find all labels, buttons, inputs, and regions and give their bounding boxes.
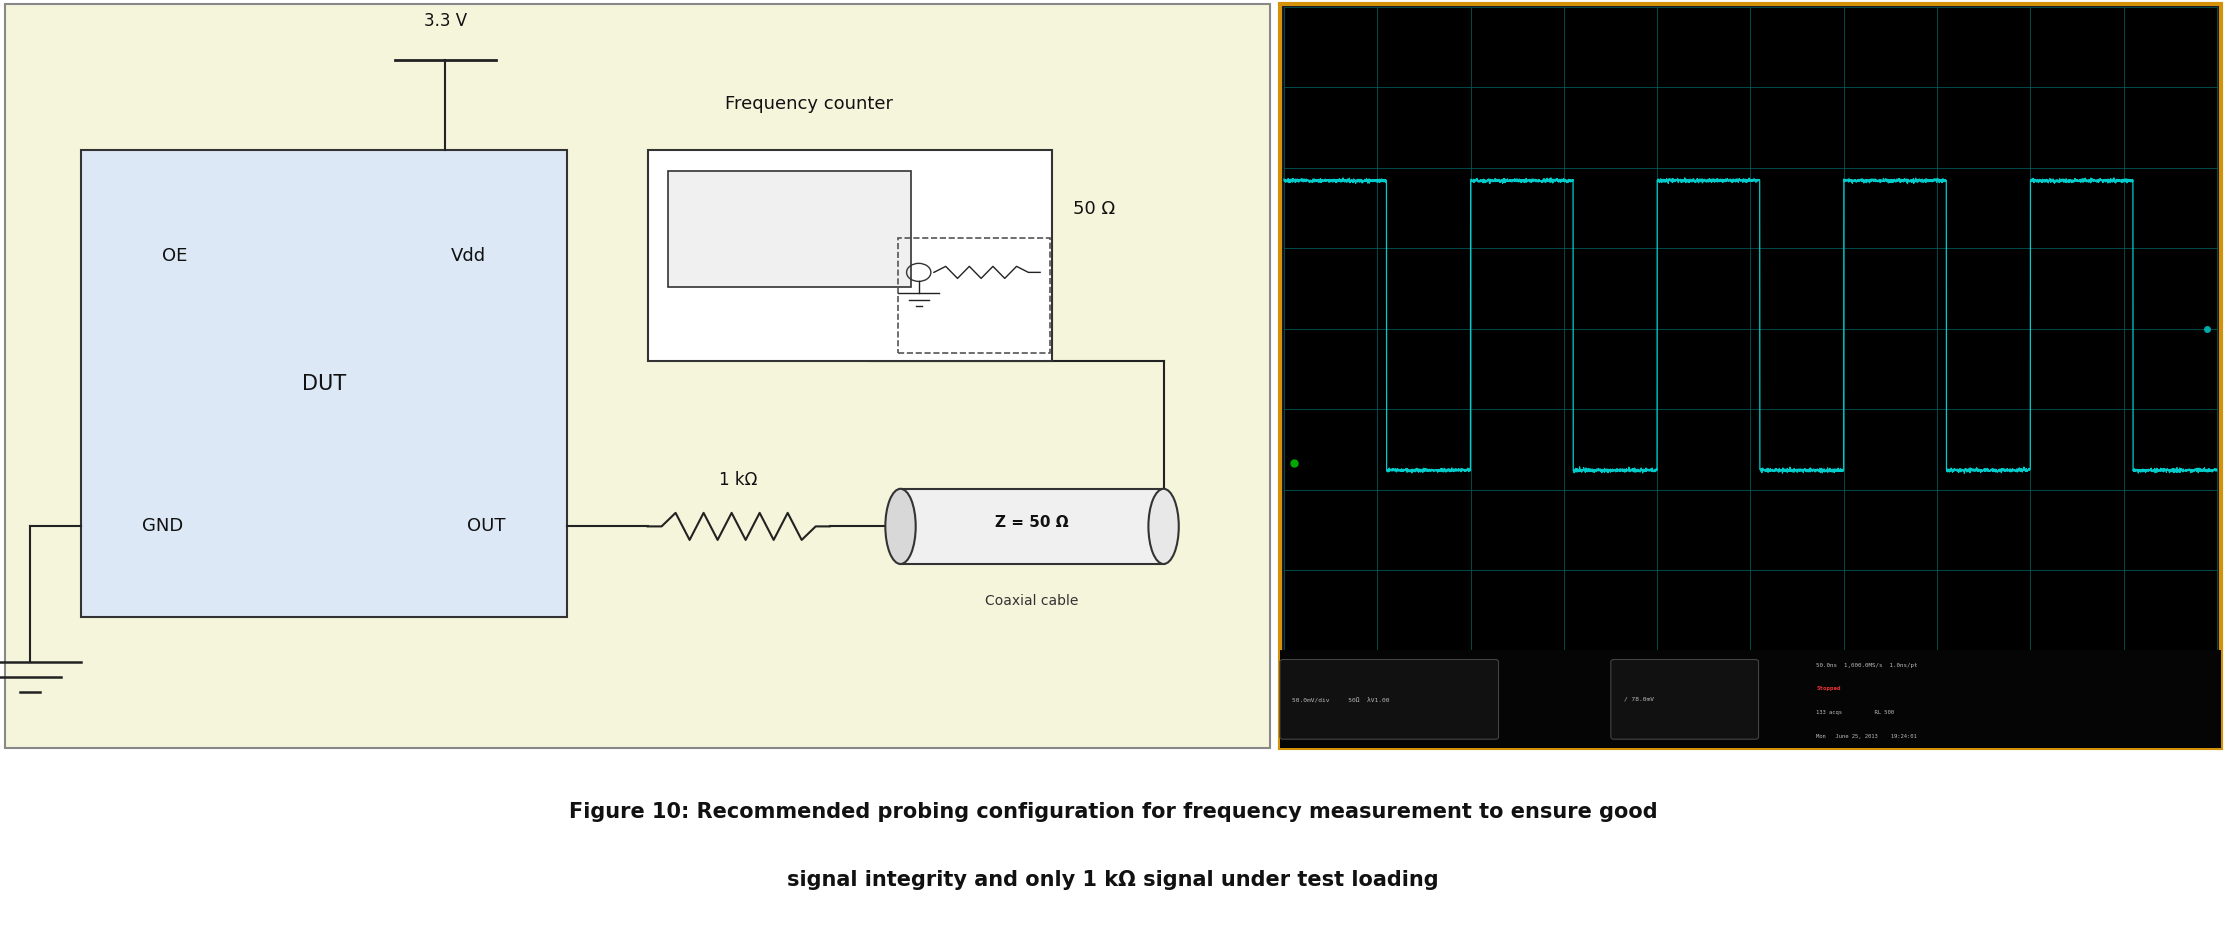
Text: 133 acqs          RL 500: 133 acqs RL 500 (1816, 711, 1894, 715)
Text: Coaxial cable: Coaxial cable (986, 594, 1080, 608)
Text: 50 Ω: 50 Ω (1073, 200, 1115, 218)
Text: Frequency counter: Frequency counter (726, 95, 893, 113)
FancyBboxPatch shape (1280, 4, 2222, 748)
Ellipse shape (1149, 489, 1180, 564)
FancyBboxPatch shape (648, 150, 1053, 361)
Text: DUT: DUT (303, 373, 345, 394)
Text: signal integrity and only 1 kΩ signal under test loading: signal integrity and only 1 kΩ signal un… (788, 870, 1438, 890)
Text: 1 kΩ: 1 kΩ (719, 471, 757, 489)
FancyBboxPatch shape (668, 171, 910, 288)
Text: Z = 50 Ω: Z = 50 Ω (995, 515, 1068, 530)
FancyBboxPatch shape (80, 150, 568, 617)
FancyBboxPatch shape (1280, 660, 1498, 739)
Text: Mon   June 25, 2013    19:24:01: Mon June 25, 2013 19:24:01 (1816, 734, 1917, 740)
FancyBboxPatch shape (1280, 650, 2222, 748)
Text: 50.0mV/div     50Ω  λV1.00: 50.0mV/div 50Ω λV1.00 (1291, 697, 1389, 702)
Ellipse shape (886, 489, 915, 564)
Text: GND: GND (142, 517, 183, 536)
FancyBboxPatch shape (4, 4, 1269, 748)
FancyBboxPatch shape (1284, 7, 2217, 650)
Text: Stopped: Stopped (1816, 685, 1841, 691)
Text: OE: OE (162, 246, 187, 265)
Text: / 78.0mV: / 78.0mV (1625, 697, 1654, 702)
Text: Figure 10: Recommended probing configuration for frequency measurement to ensure: Figure 10: Recommended probing configura… (568, 802, 1658, 822)
FancyBboxPatch shape (1612, 660, 1759, 739)
Text: OUT: OUT (467, 517, 505, 536)
Text: 3.3 V: 3.3 V (423, 12, 467, 30)
Text: Vdd: Vdd (450, 246, 485, 265)
FancyBboxPatch shape (902, 489, 1164, 564)
Text: 50.0ns  1,000.0MS/s  1.0ns/pt: 50.0ns 1,000.0MS/s 1.0ns/pt (1816, 663, 1919, 668)
